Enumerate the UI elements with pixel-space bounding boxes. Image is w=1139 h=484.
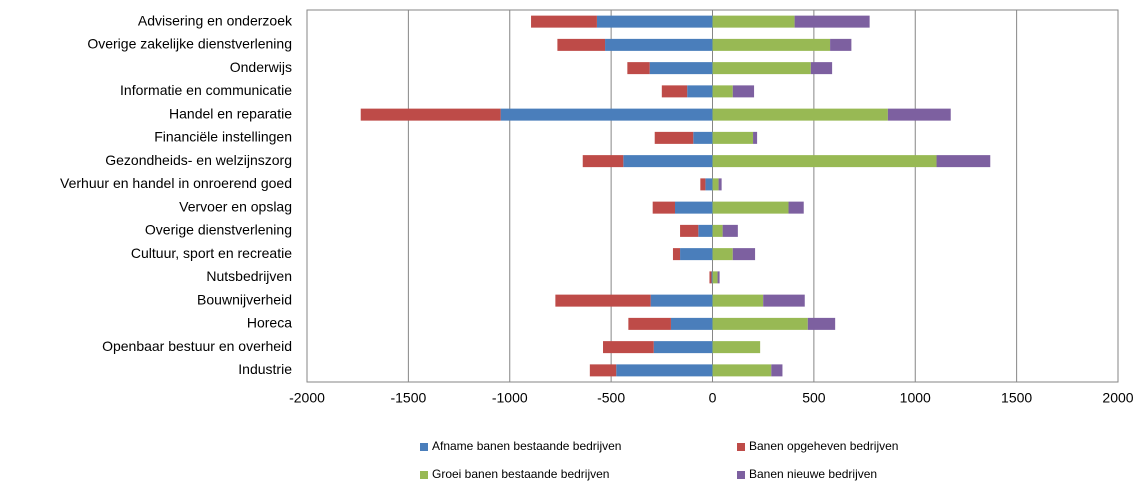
bar — [712, 178, 719, 191]
y-tick-label: Overige zakelijke dienstverlening — [87, 36, 292, 52]
y-tick-label: Bouwnijverheid — [197, 291, 292, 307]
x-tick-label: -1500 — [390, 390, 426, 406]
bar — [712, 271, 718, 284]
y-tick-label: Openbaar bestuur en overheid — [102, 338, 292, 354]
y-tick-label: Financiële instellingen — [154, 129, 292, 145]
y-tick-label: Horeca — [247, 315, 292, 331]
bar — [711, 271, 713, 284]
bar — [712, 248, 733, 261]
legend-swatch — [737, 471, 745, 479]
bar — [753, 131, 758, 144]
bar — [712, 341, 761, 354]
bar — [687, 85, 713, 98]
bar — [722, 224, 738, 237]
bar — [771, 364, 783, 377]
bar — [712, 224, 723, 237]
y-tick-label: Industrie — [238, 361, 292, 377]
bar — [605, 38, 713, 51]
bar — [810, 62, 833, 75]
bar — [582, 155, 624, 168]
legend-swatch — [420, 443, 428, 451]
bar — [627, 62, 650, 75]
y-tick-label: Onderwijs — [230, 59, 292, 75]
bar — [661, 85, 688, 98]
bar — [709, 271, 712, 284]
bar — [712, 131, 754, 144]
bar — [589, 364, 617, 377]
bar — [705, 178, 713, 191]
bar — [555, 294, 651, 307]
bar — [603, 341, 654, 354]
legend-label: Afname banen bestaande bedrijven — [432, 439, 621, 453]
y-tick-label: Nutsbedrijven — [206, 268, 292, 284]
x-tick-label: 1000 — [900, 390, 931, 406]
x-tick-label: 1500 — [1001, 390, 1032, 406]
bar — [732, 248, 756, 261]
bar — [936, 155, 991, 168]
legend: Afname banen bestaande bedrijven Banen op… — [420, 439, 898, 481]
bar — [700, 178, 706, 191]
bar — [557, 38, 606, 51]
bar — [531, 15, 597, 28]
y-tick-label: Advisering en onderzoek — [138, 12, 293, 28]
bar — [712, 62, 811, 75]
bar — [650, 294, 713, 307]
legend-swatch — [737, 443, 745, 451]
x-tick-label: -500 — [597, 390, 625, 406]
bar — [794, 15, 870, 28]
x-tick-label: -1000 — [492, 390, 528, 406]
y-tick-label: Informatie en communicatie — [120, 82, 292, 98]
bar — [652, 201, 675, 214]
bar — [680, 224, 699, 237]
bar — [623, 155, 713, 168]
bar — [616, 364, 713, 377]
bar — [680, 248, 713, 261]
y-tick-label: Verhuur en handel in onroerend goed — [60, 175, 292, 191]
y-tick-label: Cultuur, sport en recreatie — [131, 245, 292, 261]
bar — [672, 248, 681, 261]
bar — [718, 178, 722, 191]
x-tick-label: 500 — [802, 390, 826, 406]
bar — [712, 15, 795, 28]
bar — [698, 224, 713, 237]
y-tick-label: Vervoer en opslag — [179, 198, 292, 214]
bar — [654, 131, 694, 144]
bar — [712, 294, 764, 307]
y-tick-label: Overige dienstverlening — [145, 222, 292, 238]
bar — [674, 201, 713, 214]
bar — [693, 131, 713, 144]
bar — [670, 317, 713, 330]
bar — [732, 85, 755, 98]
legend-label: Groei banen bestaande bedrijven — [432, 467, 609, 481]
bar — [717, 271, 720, 284]
x-tick-label: 0 — [709, 390, 717, 406]
bar — [712, 38, 831, 51]
bar — [712, 85, 733, 98]
legend-label: Banen opgeheven bedrijven — [749, 439, 898, 453]
bar — [628, 317, 671, 330]
bar — [653, 341, 713, 354]
bar — [712, 201, 789, 214]
bar — [712, 317, 808, 330]
bar — [596, 15, 713, 28]
bar — [788, 201, 804, 214]
y-tick-label: Handel en reparatie — [169, 105, 292, 121]
bar — [712, 364, 772, 377]
bar — [500, 108, 713, 121]
legend-swatch — [420, 471, 428, 479]
bar — [807, 317, 836, 330]
bar — [360, 108, 501, 121]
bar — [830, 38, 852, 51]
bar — [649, 62, 713, 75]
bar — [887, 108, 951, 121]
x-tick-label: 2000 — [1102, 390, 1133, 406]
x-tick-label: -2000 — [289, 390, 325, 406]
legend-label: Banen nieuwe bedrijven — [749, 467, 877, 481]
bar — [763, 294, 805, 307]
bar — [712, 108, 888, 121]
bar — [712, 155, 937, 168]
y-tick-label: Gezondheids- en welzijnszorg — [105, 152, 292, 168]
